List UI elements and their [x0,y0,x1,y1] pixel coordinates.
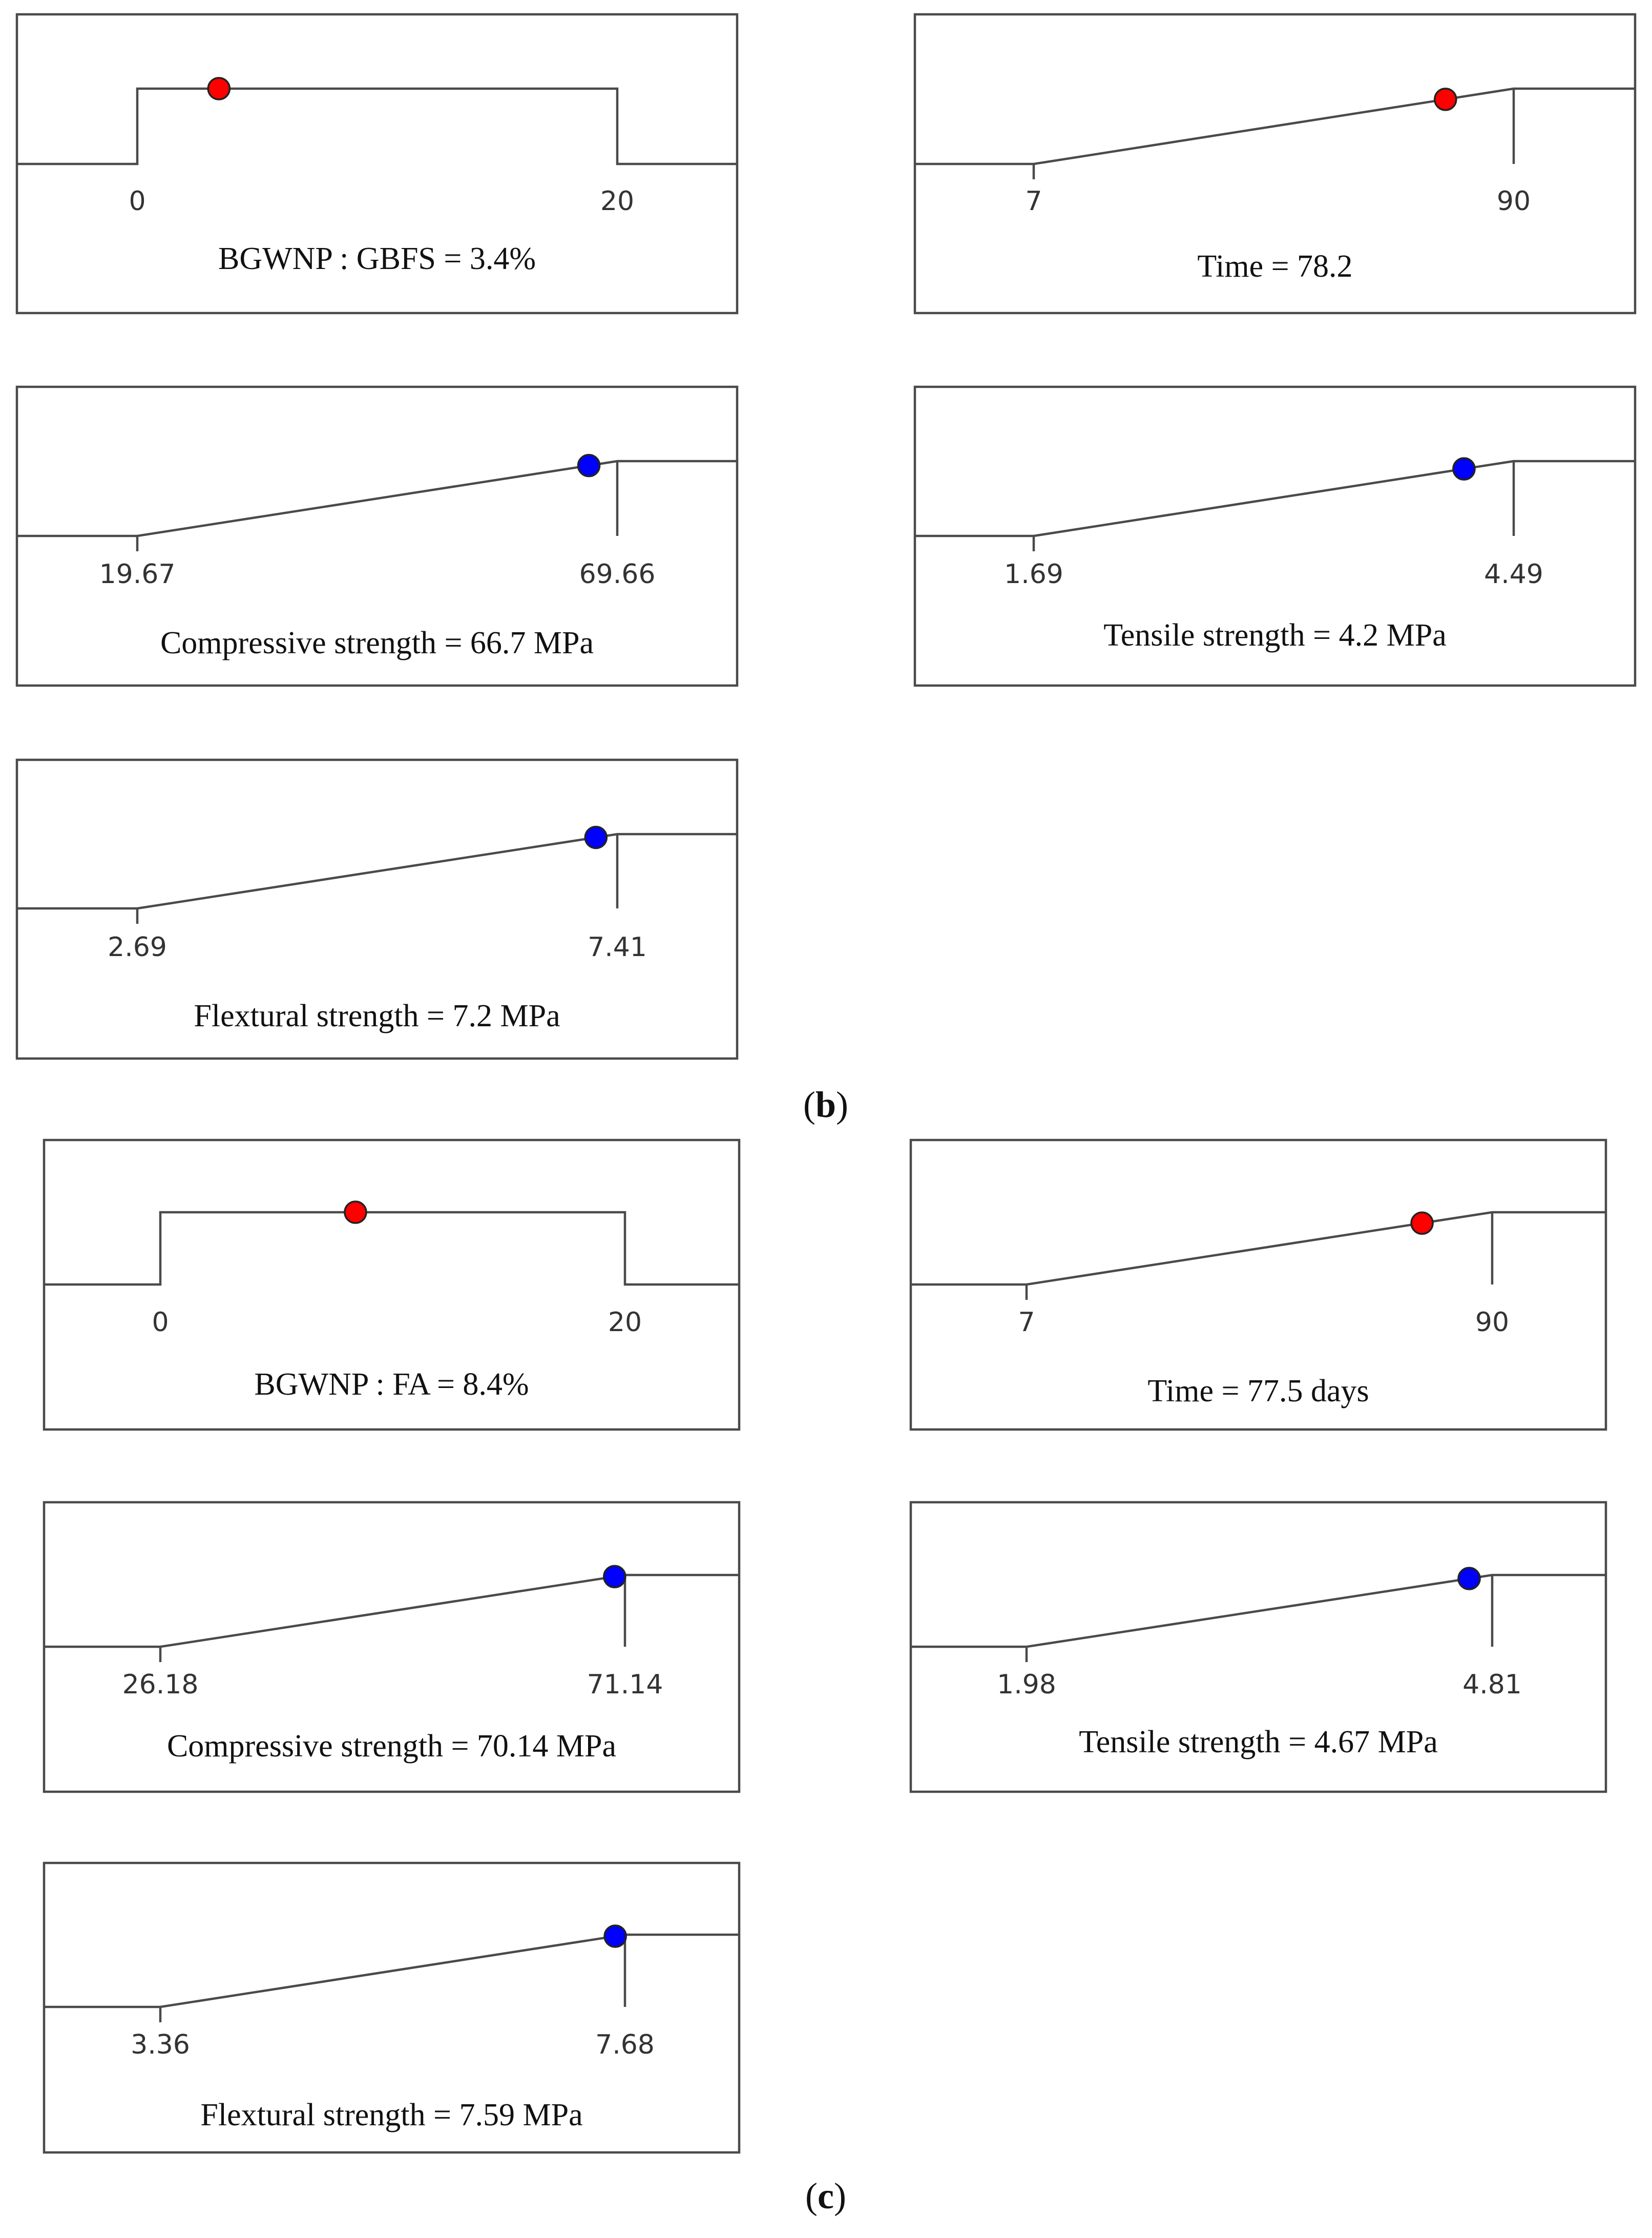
desirability-curve [911,1211,1606,1286]
desirability-curve [17,833,737,910]
tick-label-low: 7 [1018,1307,1035,1338]
chart-caption: Compressive strength = 66.7 MPa [160,626,594,660]
desirability-curve [915,460,1635,537]
panel-label-c: (c) [805,2175,846,2216]
optimum-point [207,77,231,100]
chart-b-4: 1.69 4.49 Tensile strength = 4.2 MPa [913,385,1637,687]
desirability-curve [911,1573,1606,1648]
panel-label-b: (b) [803,1084,848,1125]
optimum-point [344,1200,367,1224]
tick-label-low: 26.18 [122,1669,199,1700]
chart-b-2: 7 90 Time = 78.2 [913,13,1637,315]
tick-label-high: 90 [1475,1307,1509,1338]
optimum-point [584,825,608,849]
chart-caption: Tensile strength = 4.2 MPa [1103,618,1447,653]
tick-label-high: 20 [600,186,634,217]
tick-label-low: 2.69 [108,932,167,963]
chart-c-5: 3.36 7.68 Flextural strength = 7.59 MPa [43,1861,741,2154]
chart-c-2: 7 90 Time = 77.5 days [909,1138,1607,1431]
chart-b-5: 2.69 7.41 Flextural strength = 7.2 MPa [15,758,739,1060]
optimum-point [1452,457,1476,481]
tick-label-low: 19.67 [99,559,176,590]
chart-caption: Tensile strength = 4.67 MPa [1079,1725,1438,1759]
chart-caption: BGWNP : FA = 8.4% [254,1367,529,1402]
tick-label-low: 7 [1025,186,1042,217]
chart-c-3: 26.18 71.14 Compressive strength = 70.14 M… [43,1501,741,1793]
optimum-point [603,1924,627,1948]
chart-caption: Time = 77.5 days [1147,1374,1369,1408]
optimum-point [577,453,601,478]
tick-label-high: 7.68 [595,2029,655,2060]
optimum-point [1457,1567,1481,1590]
chart-caption: Flextural strength = 7.2 MPa [194,999,560,1033]
tick-label-high: 90 [1497,186,1531,217]
desirability-curve [915,87,1635,165]
desirability-charts: 0 20 BGWNP : GBFS = 3.4% 7 90 Time = 78.2 19.6… [15,13,1637,2154]
chart-c-4: 1.98 4.81 Tensile strength = 4.67 MPa [909,1501,1607,1793]
tick-label-low: 1.98 [997,1669,1056,1700]
chart-caption: BGWNP : GBFS = 3.4% [218,241,536,276]
desirability-curve [17,87,737,165]
tick-label-low: 3.36 [131,2029,190,2060]
desirability-curve [44,1933,739,2008]
chart-caption: Compressive strength = 70.14 MPa [167,1729,616,1764]
chart-caption: Time = 78.2 [1197,249,1352,284]
optimum-point [1410,1211,1434,1235]
tick-label-low: 1.69 [1004,559,1063,590]
chart-caption: Flextural strength = 7.59 MPa [200,2098,582,2132]
optimum-point [603,1565,626,1588]
tick-label-low: 0 [152,1307,169,1338]
chart-b-1: 0 20 BGWNP : GBFS = 3.4% [15,13,739,315]
chart-c-1: 0 20 BGWNP : FA = 8.4% [43,1138,741,1431]
desirability-curve [17,460,737,537]
desirability-curve [44,1211,739,1286]
tick-label-high: 7.41 [588,932,647,963]
desirability-curve [44,1573,739,1648]
tick-label-high: 69.66 [579,559,656,590]
tick-label-high: 4.49 [1484,559,1543,590]
chart-b-3: 19.67 69.66 Compressive strength = 66.7 MP… [15,385,739,687]
optimum-point [1434,88,1457,111]
tick-label-low: 0 [129,186,145,217]
tick-label-high: 4.81 [1462,1669,1522,1700]
tick-label-high: 71.14 [587,1669,663,1700]
tick-label-high: 20 [608,1307,642,1338]
